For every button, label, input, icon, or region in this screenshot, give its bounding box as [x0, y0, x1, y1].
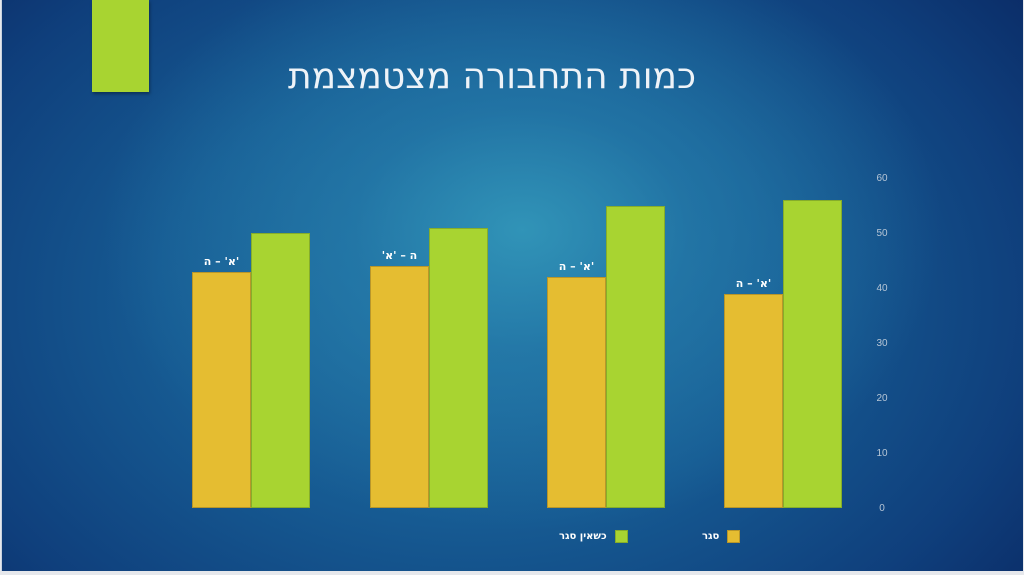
y-tick: 50 [876, 228, 888, 239]
legend-swatch-yellow [727, 530, 741, 543]
bar-no-lockdown [606, 205, 665, 508]
category-label: א' – ה' [558, 260, 595, 273]
accent-rectangle [92, 0, 149, 92]
legend-label: סגר [702, 531, 720, 542]
y-tick: 30 [876, 338, 888, 349]
legend-swatch-green [614, 530, 628, 543]
category-label: א' – ה' [735, 276, 772, 290]
y-tick: 20 [876, 393, 888, 404]
bar-lockdown [547, 277, 606, 508]
y-tick: 0 [879, 503, 885, 514]
legend-label: כשאין סגר [559, 531, 607, 542]
y-tick: 60 [876, 173, 888, 184]
bar-no-lockdown [429, 227, 488, 508]
bar-no-lockdown [783, 200, 842, 508]
bar-lockdown [370, 266, 429, 508]
bar-no-lockdown [251, 233, 310, 508]
legend-item-no-lockdown: כשאין סגר [559, 530, 628, 543]
legend-item-lockdown: סגר [702, 530, 741, 543]
category-label: א' – ה' [203, 254, 240, 268]
y-tick: 10 [876, 448, 888, 459]
bar-lockdown [724, 293, 783, 508]
bar-lockdown [192, 271, 251, 508]
category-label: 'ה – 'א [381, 249, 418, 262]
slide-title: כמות התחבורה מצטמצמת [287, 56, 697, 97]
y-tick: 40 [876, 283, 888, 294]
